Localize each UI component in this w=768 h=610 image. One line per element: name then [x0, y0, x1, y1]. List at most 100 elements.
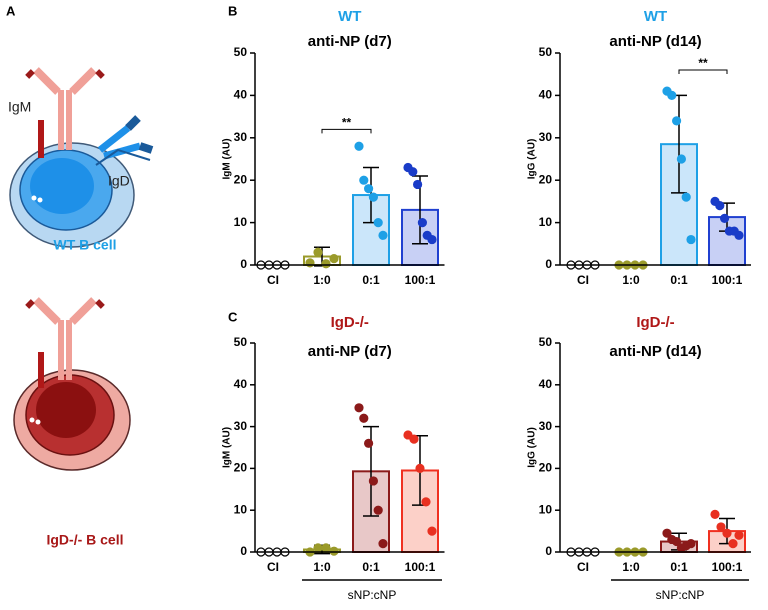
panel-label: A — [6, 3, 16, 18]
x-tick-label: 100:1 — [405, 273, 436, 287]
igd-label: IgD — [108, 173, 130, 189]
data-point — [667, 90, 677, 101]
data-point — [364, 184, 374, 194]
x-tick-label: 1:0 — [313, 560, 331, 574]
ko-cell-illustration — [13, 297, 131, 471]
x-tick-label: 100:1 — [405, 560, 436, 574]
y-tick-label: 30 — [539, 419, 553, 433]
data-point — [415, 463, 425, 473]
data-point — [313, 247, 323, 257]
wt-cell-illustration — [9, 67, 154, 248]
data-point — [354, 141, 364, 151]
x-tick-label: CI — [577, 273, 589, 287]
data-point — [373, 505, 383, 515]
chart-title: IgD-/- — [636, 314, 674, 331]
data-point — [686, 539, 696, 549]
data-point — [359, 175, 369, 185]
y-tick-label: 30 — [234, 130, 248, 144]
group-label: sNP:cNP — [656, 588, 705, 602]
data-point — [719, 213, 730, 223]
wt-cell-label: WT B cell — [53, 237, 116, 253]
y-tick-label: 40 — [234, 377, 248, 391]
y-tick-label: 30 — [539, 130, 553, 144]
data-point — [413, 179, 423, 190]
x-tick-label: 0:1 — [362, 273, 380, 287]
data-point — [373, 218, 383, 228]
data-point — [722, 528, 732, 538]
x-tick-label: 1:0 — [313, 273, 331, 287]
data-point — [681, 192, 691, 202]
y-tick-label: 30 — [234, 419, 248, 433]
data-point — [321, 259, 331, 269]
significance-label: ** — [698, 56, 708, 70]
y-tick-label: 40 — [234, 88, 248, 102]
x-tick-label: 1:0 — [622, 560, 640, 574]
y-tick-label: 10 — [539, 502, 553, 516]
y-tick-label: 20 — [234, 172, 248, 186]
y-axis-label: IgM (AU) — [222, 427, 233, 468]
data-point — [378, 539, 388, 549]
y-tick-label: 40 — [539, 88, 553, 102]
y-tick-label: 50 — [539, 45, 553, 59]
data-point — [427, 526, 437, 536]
chart-title: WT — [644, 8, 667, 25]
data-point — [359, 413, 369, 423]
y-tick-label: 0 — [240, 544, 247, 558]
data-point — [671, 116, 682, 126]
data-point — [734, 530, 744, 540]
y-tick-label: 10 — [234, 502, 248, 516]
x-tick-label: 100:1 — [712, 560, 743, 574]
chart-subtitle: anti-NP (d7) — [308, 343, 392, 360]
chart-title: WT — [338, 8, 361, 25]
data-point — [321, 543, 331, 553]
x-tick-label: 100:1 — [712, 273, 743, 287]
significance-label: ** — [342, 115, 352, 129]
x-tick-label: CI — [267, 560, 279, 574]
chart-subtitle: anti-NP (d14) — [609, 343, 701, 360]
data-point — [368, 476, 378, 486]
ko-cell-label: IgD-/- B cell — [46, 532, 123, 548]
chart-subtitle: anti-NP (d14) — [609, 33, 701, 50]
data-point — [354, 403, 364, 413]
y-axis-label: IgM (AU) — [222, 138, 233, 179]
y-tick-label: 50 — [539, 335, 553, 349]
y-tick-label: 50 — [234, 45, 248, 59]
data-point — [676, 154, 687, 164]
data-point — [427, 234, 437, 245]
x-tick-label: 1:0 — [622, 273, 640, 287]
x-tick-label: CI — [577, 560, 589, 574]
y-tick-label: 10 — [539, 215, 553, 229]
x-tick-label: 0:1 — [670, 560, 688, 574]
data-point — [329, 546, 339, 556]
chart-subtitle: anti-NP (d7) — [308, 33, 392, 50]
data-point — [313, 543, 323, 553]
data-point — [421, 497, 431, 507]
y-axis-label: IgG (AU) — [527, 139, 538, 180]
data-point — [378, 230, 388, 240]
y-tick-label: 0 — [545, 257, 552, 271]
y-tick-label: 0 — [240, 257, 247, 271]
y-tick-label: 20 — [539, 172, 553, 186]
y-tick-label: 20 — [539, 461, 553, 475]
group-label: sNP:cNP — [348, 588, 397, 602]
panel-label: C — [228, 309, 238, 324]
panel-label: B — [228, 3, 237, 18]
data-point — [715, 201, 725, 211]
y-tick-label: 20 — [234, 461, 248, 475]
y-axis-label: IgG (AU) — [527, 427, 538, 468]
data-point — [710, 509, 720, 519]
x-tick-label: 0:1 — [670, 273, 688, 287]
x-tick-label: 0:1 — [362, 560, 380, 574]
y-tick-label: 0 — [545, 544, 552, 558]
y-tick-label: 40 — [539, 377, 553, 391]
data-point — [409, 434, 419, 444]
igm-label: IgM — [8, 99, 31, 115]
y-tick-label: 50 — [234, 335, 248, 349]
data-point — [728, 539, 738, 549]
data-point — [329, 254, 339, 264]
data-point — [408, 167, 418, 177]
data-point — [417, 218, 427, 228]
x-tick-label: CI — [267, 273, 279, 287]
chart-title: IgD-/- — [331, 314, 369, 331]
